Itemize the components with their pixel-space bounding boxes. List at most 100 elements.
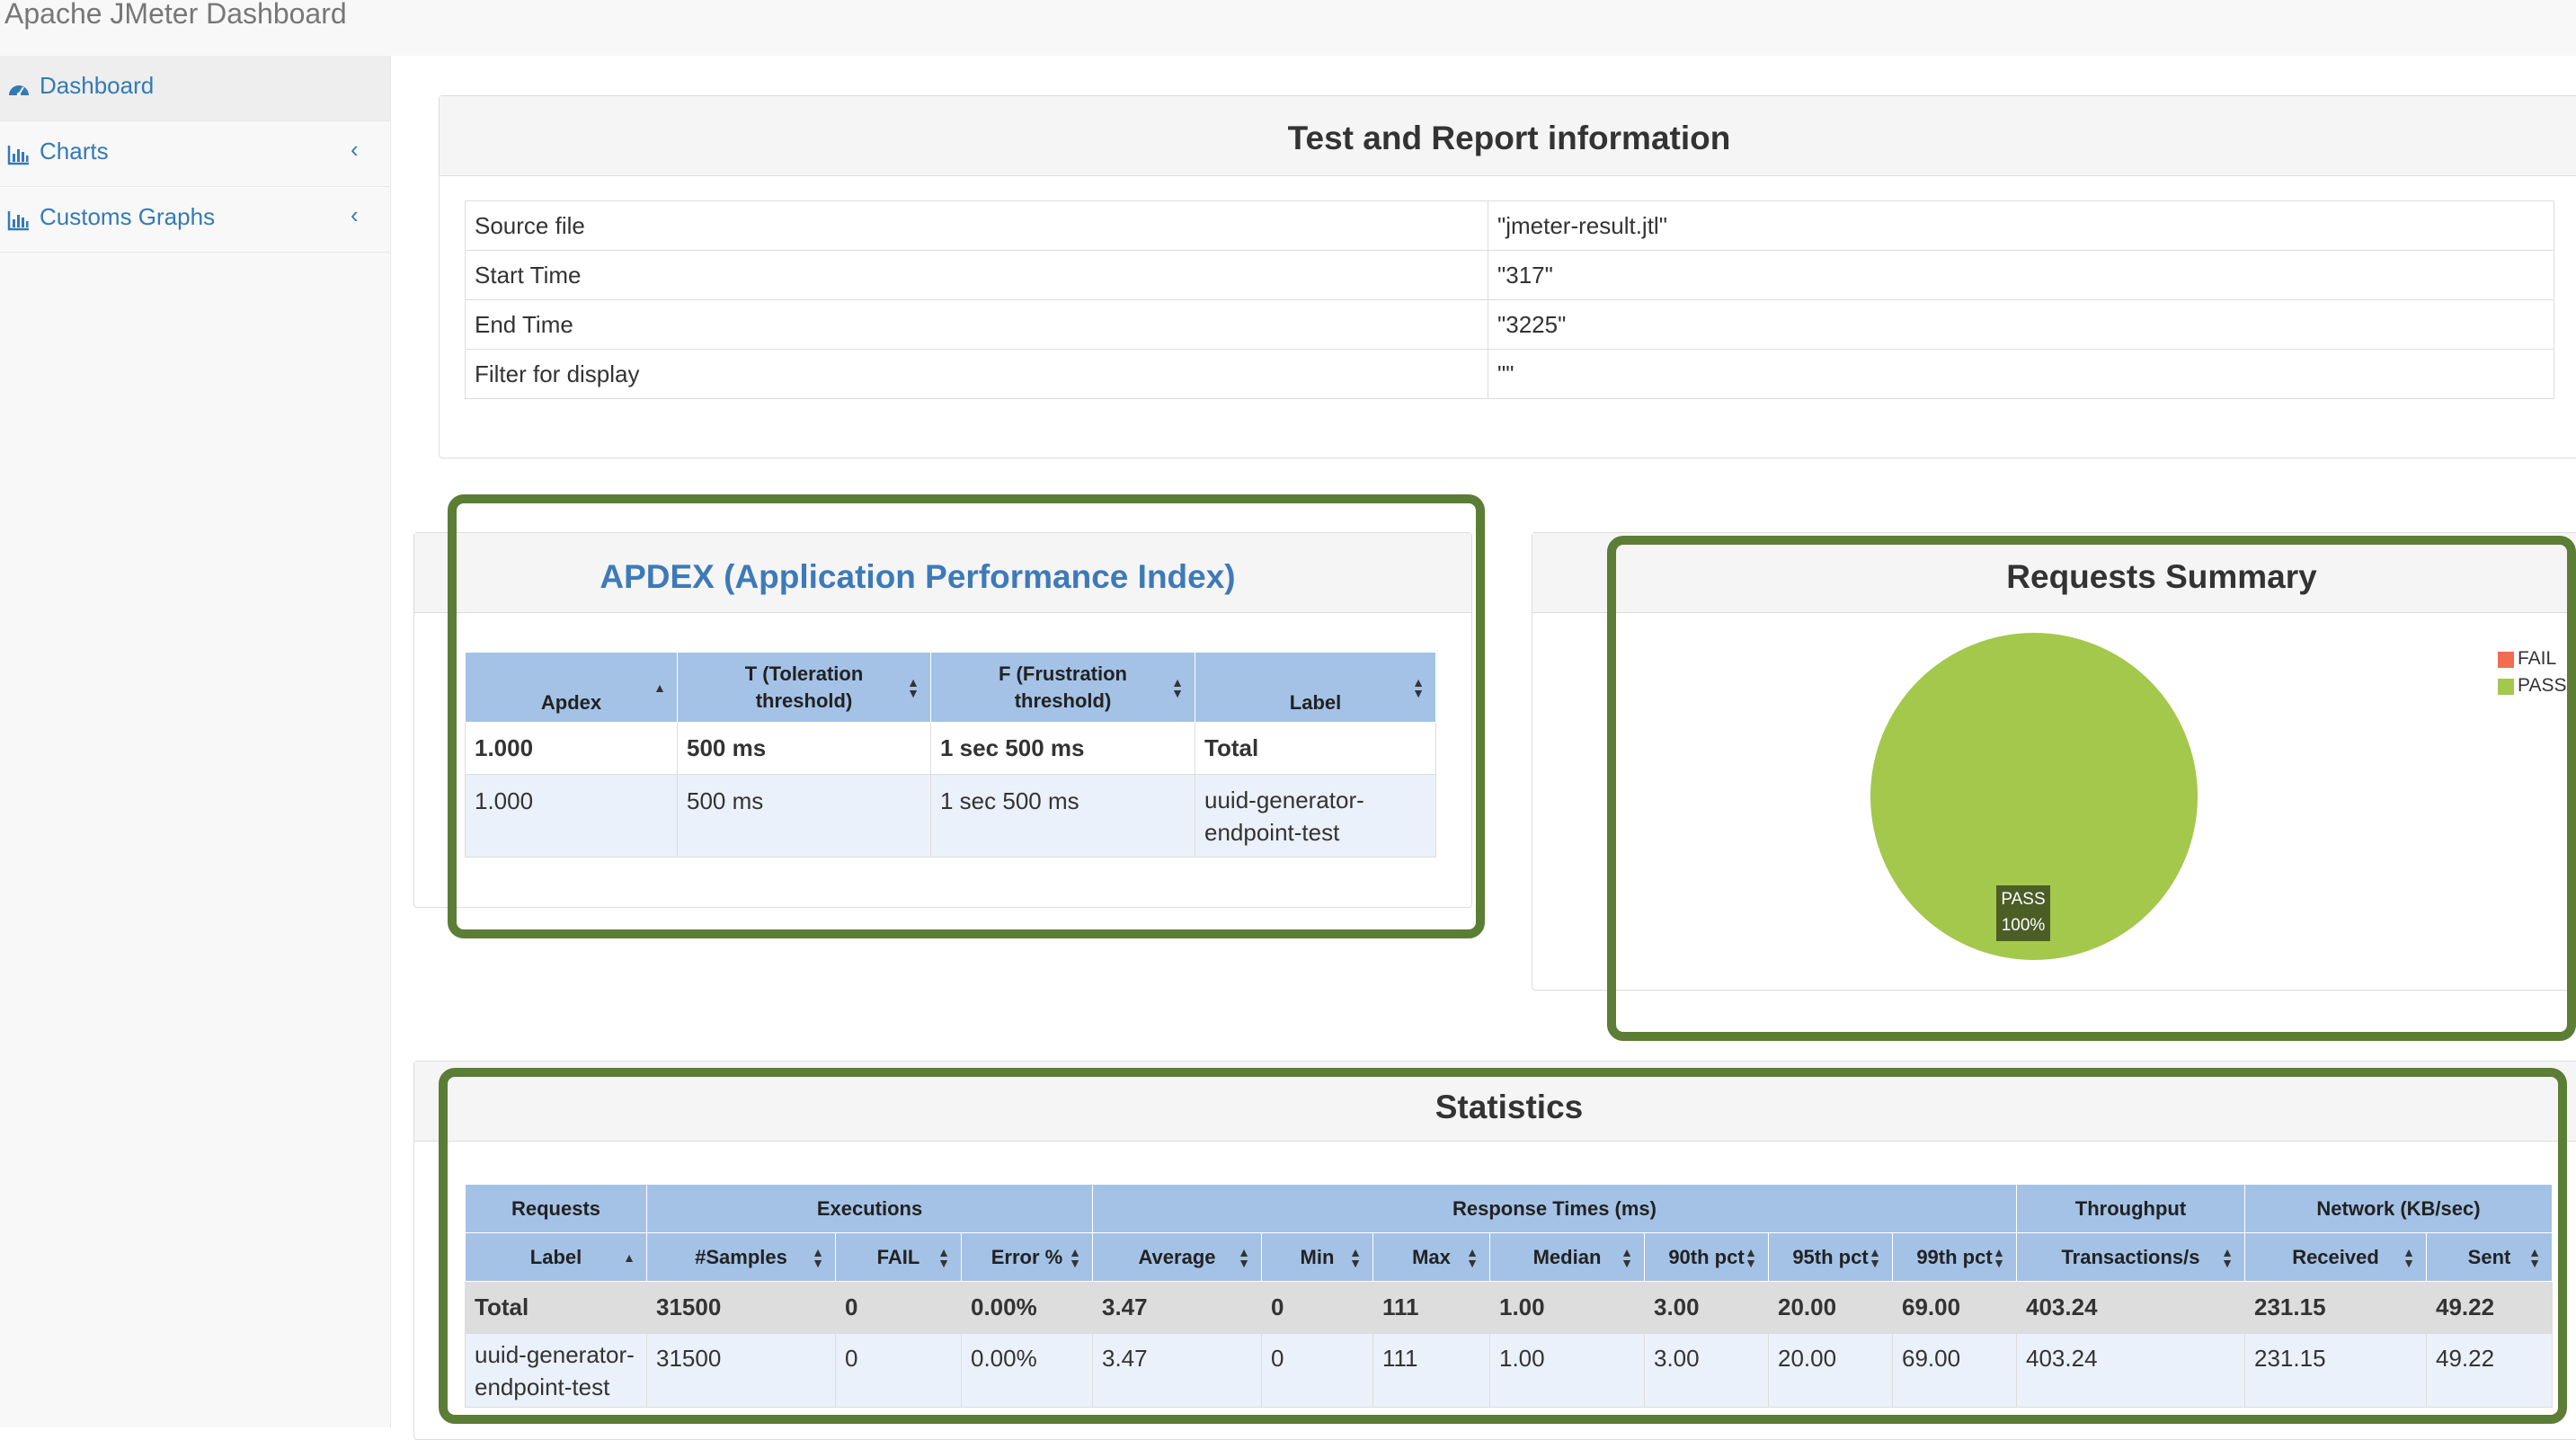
sort-both-icon: ▲ ▼ xyxy=(1069,1244,1081,1270)
column-header-average[interactable]: Average ▲ ▼ xyxy=(1092,1232,1262,1282)
header-label: Min xyxy=(1300,1245,1335,1268)
header-label: threshold) xyxy=(1014,689,1112,712)
label-cell: uuid-generator- endpoint-test xyxy=(1195,774,1436,858)
table-row-total: Total 31500 0 0.00% 3.47 0 111 1.00 3.00… xyxy=(465,1281,2553,1334)
column-header-median[interactable]: Median ▲ ▼ xyxy=(1489,1232,1645,1282)
chevron-left-icon[interactable]: ‹ xyxy=(351,136,359,163)
panel-heading: APDEX (Application Performance Index) xyxy=(414,533,1471,613)
column-header-toleration[interactable]: T (Toleration threshold) ▲ ▼ xyxy=(677,652,931,723)
column-header-received[interactable]: Received ▲ ▼ xyxy=(2244,1232,2427,1282)
column-header-95th-pct[interactable]: 95th pct ▲ ▼ xyxy=(1768,1232,1893,1282)
sort-both-icon: ▲ ▼ xyxy=(1412,674,1425,700)
toleration-cell: 500 ms xyxy=(677,722,931,775)
table-row: Filter for display "" xyxy=(465,349,2554,399)
pie-slice-pass[interactable] xyxy=(1870,633,2198,960)
table-row: Start Time "317" xyxy=(465,250,2554,300)
info-value: "" xyxy=(1488,349,2554,399)
app-title[interactable]: Apache JMeter Dashboard xyxy=(4,0,347,30)
top-navbar: Apache JMeter Dashboard xyxy=(0,0,2576,56)
info-value: "jmeter-result.jtl" xyxy=(1488,200,2554,251)
sort-both-icon: ▲ ▼ xyxy=(812,1244,824,1270)
label-line: endpoint-test xyxy=(475,1373,610,1400)
column-header-fail[interactable]: FAIL ▲ ▼ xyxy=(835,1232,962,1282)
column-header-apdex[interactable]: Apdex ▲ xyxy=(465,652,678,723)
panel-heading: Statistics xyxy=(414,1062,2576,1142)
sort-both-icon: ▲ ▼ xyxy=(2403,1244,2415,1270)
group-header-executions: Executions xyxy=(646,1184,1093,1233)
column-header-label[interactable]: Label ▲ ▼ xyxy=(1195,652,1436,723)
stat-cell: 3.00 xyxy=(1644,1333,1769,1408)
apdex-cell: 1.000 xyxy=(465,774,678,858)
sidebar-item-charts[interactable]: Charts ‹ xyxy=(0,121,390,187)
sort-both-icon: ▲ ▼ xyxy=(1745,1244,1757,1270)
panel-title: Test and Report information xyxy=(1287,120,1731,156)
header-label: Error % xyxy=(990,1245,1063,1268)
stat-cell: 0.00% xyxy=(961,1281,1093,1334)
label-line: uuid-generator- xyxy=(475,1340,635,1368)
legend-item-pass[interactable]: PASS xyxy=(2498,675,2576,704)
table-row: uuid-generator- endpoint-test 31500 0 0.… xyxy=(465,1333,2553,1408)
table-row: 1.000 500 ms 1 sec 500 ms uuid-generator… xyxy=(465,774,1436,858)
header-label: Median xyxy=(1532,1245,1602,1268)
group-header-throughput: Throughput xyxy=(2016,1184,2245,1233)
stat-cell: 403.24 xyxy=(2016,1281,2245,1334)
apdex-cell: 1.000 xyxy=(465,722,678,775)
stat-cell: 20.00 xyxy=(1768,1281,1893,1334)
stat-cell: 20.00 xyxy=(1768,1333,1893,1408)
column-header-min[interactable]: Min ▲ ▼ xyxy=(1261,1232,1373,1282)
stat-cell: 3.47 xyxy=(1092,1333,1262,1408)
table-header-row: Apdex ▲ T (Toleration threshold) ▲ ▼ F (F… xyxy=(465,652,1436,723)
panel-heading: Test and Report information xyxy=(440,96,2576,176)
frustration-cell: 1 sec 500 ms xyxy=(930,774,1195,858)
sidebar-item-customs-graphs[interactable]: Customs Graphs ‹ xyxy=(0,187,390,253)
stat-cell: 0 xyxy=(1261,1281,1373,1334)
stat-cell: 69.00 xyxy=(1892,1333,2017,1408)
column-header-frustration[interactable]: F (Frustration threshold) ▲ ▼ xyxy=(930,652,1195,723)
report-info-table: Source file "jmeter-result.jtl" Start Ti… xyxy=(465,200,2554,399)
stat-cell: 111 xyxy=(1372,1333,1490,1408)
column-header-label[interactable]: Label ▲ xyxy=(465,1232,647,1282)
header-label: #Samples xyxy=(695,1245,787,1268)
column-header-error-pct[interactable]: Error % ▲ ▼ xyxy=(961,1232,1093,1282)
column-header-samples[interactable]: #Samples ▲ ▼ xyxy=(646,1232,836,1282)
sort-both-icon: ▲ ▼ xyxy=(1621,1244,1633,1270)
header-label: Max xyxy=(1412,1245,1451,1268)
stat-cell: 0 xyxy=(1261,1333,1373,1408)
column-header-max[interactable]: Max ▲ ▼ xyxy=(1372,1232,1490,1282)
sort-both-icon: ▲ ▼ xyxy=(1349,1244,1362,1270)
stat-cell: 3.47 xyxy=(1092,1281,1262,1334)
sort-both-icon: ▲ ▼ xyxy=(1171,674,1184,700)
sort-both-icon: ▲ ▼ xyxy=(1238,1244,1250,1270)
legend-label: PASS xyxy=(2518,675,2567,696)
info-value: "317" xyxy=(1488,250,2554,300)
info-key: End Time xyxy=(465,299,1488,350)
column-header-99th-pct[interactable]: 99th pct ▲ ▼ xyxy=(1892,1232,2017,1282)
header-label: Received xyxy=(2292,1245,2379,1268)
column-header-sent[interactable]: Sent ▲ ▼ xyxy=(2426,1232,2553,1282)
header-label: Average xyxy=(1138,1245,1216,1268)
sort-both-icon: ▲ ▼ xyxy=(2528,1244,2541,1270)
sort-asc-icon: ▲ xyxy=(653,680,666,695)
column-header-transactions[interactable]: Transactions/s ▲ ▼ xyxy=(2016,1232,2245,1282)
table-row-total: 1.000 500 ms 1 sec 500 ms Total xyxy=(465,722,1436,775)
header-label: 99th pct xyxy=(1916,1245,1993,1268)
stat-cell: 1.00 xyxy=(1489,1333,1645,1408)
stat-cell: Total xyxy=(465,1281,647,1334)
stat-cell: 0 xyxy=(835,1281,962,1334)
column-header-90th-pct[interactable]: 90th pct ▲ ▼ xyxy=(1644,1232,1769,1282)
header-label: Label xyxy=(1289,691,1342,714)
sort-asc-icon: ▲ xyxy=(623,1249,635,1265)
stat-cell: 0 xyxy=(835,1333,962,1408)
group-header-network: Network (KB/sec) xyxy=(2244,1184,2553,1233)
sidebar-item-dashboard[interactable]: Dashboard xyxy=(0,56,390,121)
info-value: "3225" xyxy=(1488,299,2554,350)
stat-cell: 111 xyxy=(1372,1281,1490,1334)
requests-pie-chart[interactable]: PASS 100% xyxy=(1532,612,2575,990)
legend-item-fail[interactable]: FAIL xyxy=(2498,646,2576,675)
chevron-left-icon[interactable]: ‹ xyxy=(351,201,359,228)
panel-title[interactable]: APDEX (Application Performance Index) xyxy=(600,558,1236,595)
header-label: Sent xyxy=(2467,1245,2511,1268)
pie-tooltip-label: PASS xyxy=(2001,890,2045,909)
info-key: Source file xyxy=(465,200,1488,251)
sidebar-item-label: Charts xyxy=(40,138,109,164)
